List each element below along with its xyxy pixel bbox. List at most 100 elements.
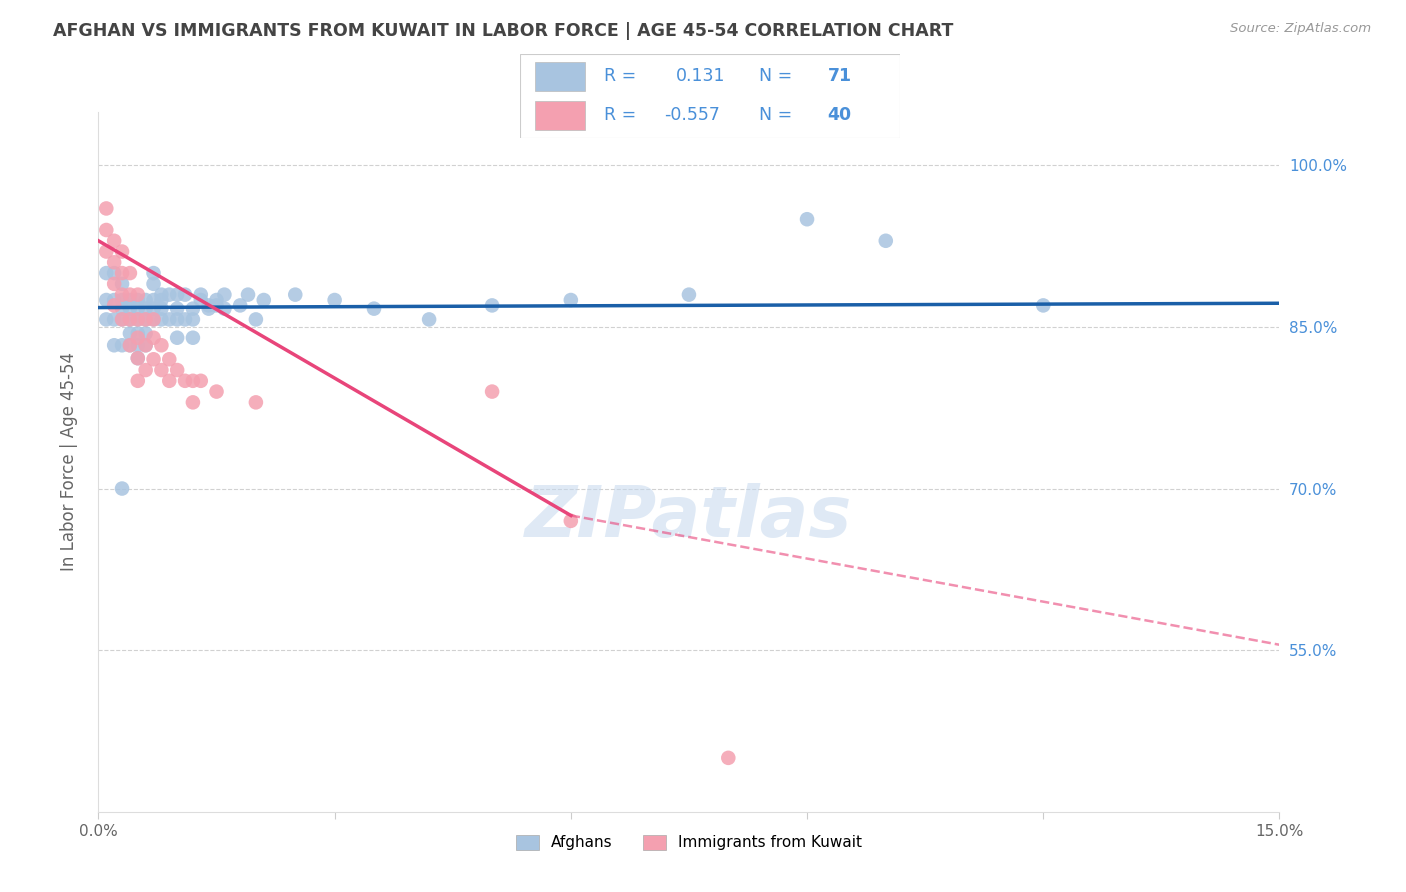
Point	[118, 293, 141, 307]
Point	[197, 298, 219, 312]
Point	[174, 374, 197, 388]
Point	[197, 301, 219, 316]
Point	[236, 287, 259, 301]
Point	[103, 312, 125, 326]
Point	[560, 514, 582, 528]
Point	[142, 312, 165, 326]
Point	[205, 298, 228, 312]
Point	[118, 301, 141, 316]
Point	[205, 293, 228, 307]
Point	[111, 312, 134, 326]
Point	[1032, 298, 1054, 312]
Point	[142, 331, 165, 345]
FancyBboxPatch shape	[520, 54, 900, 138]
Point	[481, 298, 503, 312]
Point	[323, 293, 346, 307]
Point	[103, 277, 125, 291]
Point	[118, 338, 141, 352]
Point	[135, 338, 157, 352]
Point	[118, 266, 141, 280]
Point	[127, 351, 149, 366]
Point	[118, 326, 141, 341]
Point	[166, 287, 188, 301]
Point	[560, 293, 582, 307]
Point	[166, 301, 188, 316]
Point	[157, 287, 180, 301]
Point	[181, 312, 204, 326]
Point	[142, 312, 165, 326]
Text: R =: R =	[603, 106, 636, 124]
Point	[127, 293, 149, 307]
Y-axis label: In Labor Force | Age 45-54: In Labor Force | Age 45-54	[59, 352, 77, 571]
Point	[157, 352, 180, 367]
Point	[96, 223, 118, 237]
Point	[253, 293, 276, 307]
Point	[717, 751, 740, 765]
Point	[190, 287, 212, 301]
Point	[111, 244, 134, 259]
Point	[363, 301, 385, 316]
Point	[166, 331, 188, 345]
Point	[118, 312, 141, 326]
Point	[111, 266, 134, 280]
FancyBboxPatch shape	[536, 62, 585, 91]
Point	[181, 395, 204, 409]
Point	[111, 277, 134, 291]
Legend: Afghans, Immigrants from Kuwait: Afghans, Immigrants from Kuwait	[509, 829, 869, 856]
Point	[103, 293, 125, 307]
Point	[127, 331, 149, 345]
Point	[150, 312, 173, 326]
Point	[111, 338, 134, 352]
Point	[127, 287, 149, 301]
Text: N =: N =	[759, 67, 793, 85]
Point	[103, 255, 125, 269]
Point	[875, 234, 897, 248]
Point	[166, 363, 188, 377]
Point	[127, 312, 149, 326]
Point	[127, 326, 149, 341]
Point	[181, 301, 204, 316]
Point	[127, 351, 149, 366]
Point	[111, 293, 134, 307]
Text: Source: ZipAtlas.com: Source: ZipAtlas.com	[1230, 22, 1371, 36]
Point	[127, 301, 149, 316]
Point	[103, 266, 125, 280]
Point	[150, 338, 173, 352]
Point	[111, 301, 134, 316]
Point	[181, 331, 204, 345]
Point	[142, 277, 165, 291]
Text: 0.131: 0.131	[676, 67, 725, 85]
Point	[418, 312, 440, 326]
Point	[150, 287, 173, 301]
Point	[214, 301, 236, 316]
Point	[111, 287, 134, 301]
Point	[150, 363, 173, 377]
Point	[111, 312, 134, 326]
Point	[96, 202, 118, 216]
Point	[796, 212, 818, 227]
Point	[96, 266, 118, 280]
Point	[111, 482, 134, 496]
Point	[142, 266, 165, 280]
Point	[96, 244, 118, 259]
Text: AFGHAN VS IMMIGRANTS FROM KUWAIT IN LABOR FORCE | AGE 45-54 CORRELATION CHART: AFGHAN VS IMMIGRANTS FROM KUWAIT IN LABO…	[53, 22, 953, 40]
Point	[229, 298, 252, 312]
Point	[103, 234, 125, 248]
Text: N =: N =	[759, 106, 793, 124]
Point	[174, 312, 197, 326]
Text: -0.557: -0.557	[665, 106, 720, 124]
Point	[481, 384, 503, 399]
Point	[166, 312, 188, 326]
Point	[135, 293, 157, 307]
Point	[135, 312, 157, 326]
Point	[181, 374, 204, 388]
Point	[284, 287, 307, 301]
Point	[118, 287, 141, 301]
Point	[135, 301, 157, 316]
Point	[127, 374, 149, 388]
Point	[103, 298, 125, 312]
Point	[135, 338, 157, 352]
Point	[205, 384, 228, 399]
FancyBboxPatch shape	[536, 101, 585, 130]
Point	[118, 338, 141, 352]
